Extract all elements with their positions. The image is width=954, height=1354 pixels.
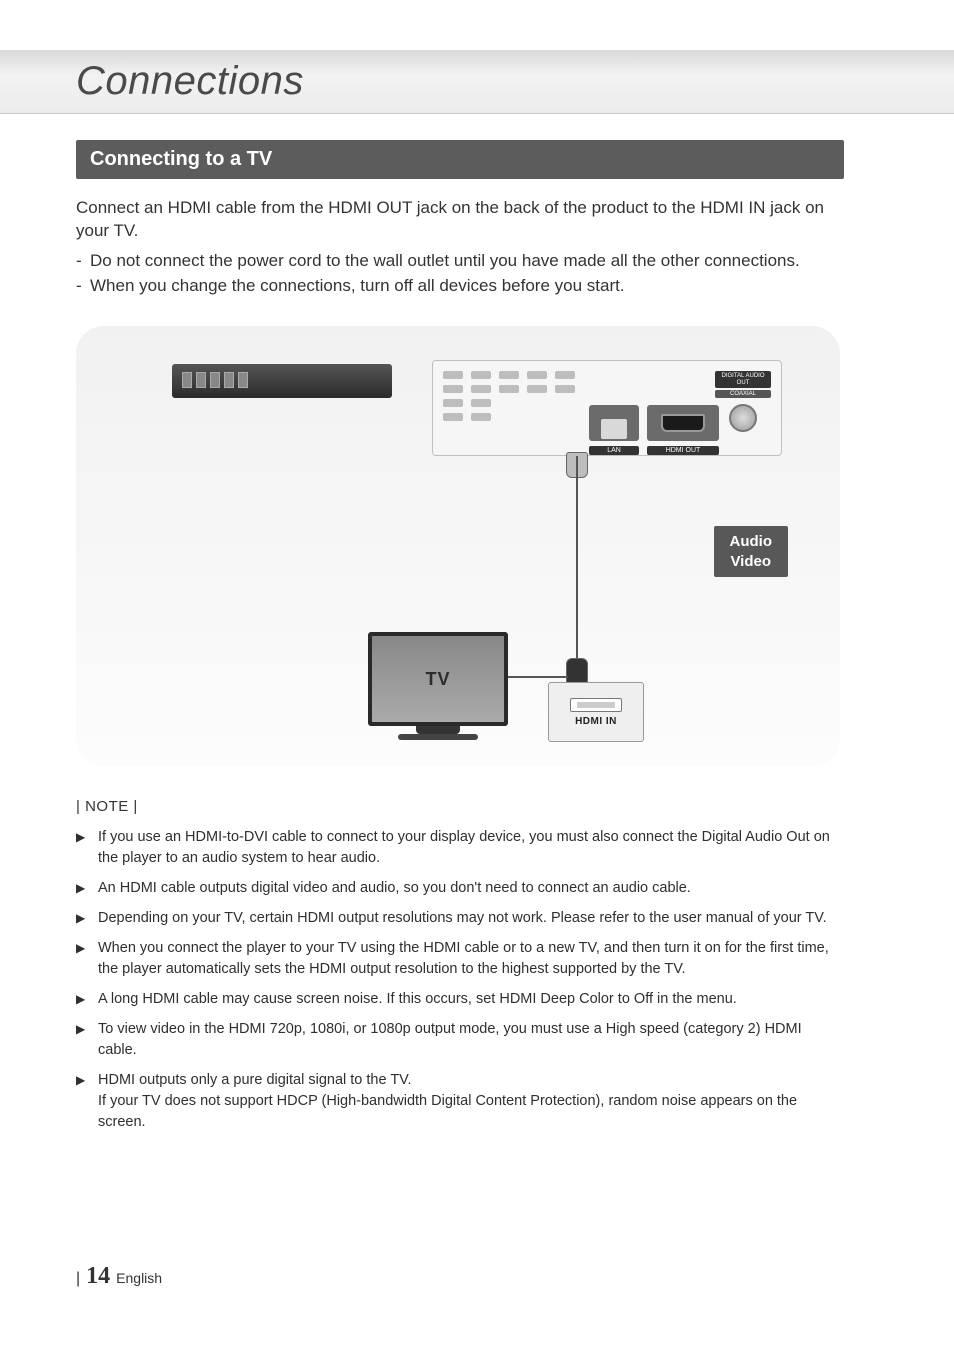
dash-bullet: - xyxy=(76,249,90,274)
arrow-icon: ▶ xyxy=(76,989,88,1010)
list-item: - Do not connect the power cord to the w… xyxy=(76,249,844,274)
digital-audio-label: DIGITAL AUDIO OUT xyxy=(715,371,771,388)
hdmi-out-port: HDMI OUT xyxy=(647,405,719,441)
note-item: ▶Depending on your TV, certain HDMI outp… xyxy=(76,908,844,929)
page-number: 14 xyxy=(86,1263,110,1290)
hdmi-in-label: HDMI IN xyxy=(575,716,617,727)
section-title-bar: Connecting to a TV xyxy=(76,140,844,179)
hdmi-plug-bottom xyxy=(566,658,588,684)
back-panel: LAN HDMI OUT DIGITAL AUDIO OUT COAXIAL xyxy=(432,360,782,456)
note-block: | NOTE | ▶If you use an HDMI-to-DVI cabl… xyxy=(76,798,844,1133)
arrow-icon: ▶ xyxy=(76,827,88,869)
footer-bar: | xyxy=(76,1270,80,1288)
lan-label: LAN xyxy=(589,446,639,455)
note-item: ▶If you use an HDMI-to-DVI cable to conn… xyxy=(76,827,844,869)
arrow-icon: ▶ xyxy=(76,1019,88,1061)
tv-device: TV xyxy=(368,632,508,726)
arrow-icon: ▶ xyxy=(76,1070,88,1133)
note-item: ▶HDMI outputs only a pure digital signal… xyxy=(76,1070,844,1133)
connection-diagram: LAN HDMI OUT DIGITAL AUDIO OUT COAXIAL A… xyxy=(76,326,840,766)
note-item: ▶When you connect the player to your TV … xyxy=(76,938,844,980)
arrow-icon: ▶ xyxy=(76,938,88,980)
footer-language: English xyxy=(116,1270,162,1286)
badge-line1: Audio xyxy=(730,532,773,552)
tv-cable-link xyxy=(508,676,568,678)
note-heading: | NOTE | xyxy=(76,798,844,815)
note-item: ▶To view video in the HDMI 720p, 1080i, … xyxy=(76,1019,844,1061)
note-item: ▶A long HDMI cable may cause screen nois… xyxy=(76,989,844,1010)
hdmi-in-slot xyxy=(570,698,622,712)
list-text: Do not connect the power cord to the wal… xyxy=(90,249,844,274)
lan-port: LAN xyxy=(589,405,639,441)
intro-paragraph: Connect an HDMI cable from the HDMI OUT … xyxy=(76,197,844,243)
note-list: ▶If you use an HDMI-to-DVI cable to conn… xyxy=(76,827,844,1133)
chapter-title: Connections xyxy=(76,59,304,104)
audio-video-badge: Audio Video xyxy=(714,526,789,577)
arrow-icon: ▶ xyxy=(76,878,88,899)
tv-stand xyxy=(416,726,460,734)
digital-audio-out: DIGITAL AUDIO OUT COAXIAL xyxy=(715,371,771,432)
dash-bullet: - xyxy=(76,274,90,299)
coaxial-jack xyxy=(729,404,757,432)
tv-label: TV xyxy=(425,669,450,690)
precaution-list: - Do not connect the power cord to the w… xyxy=(76,249,844,298)
coaxial-label: COAXIAL xyxy=(715,390,771,398)
list-item: - When you change the connections, turn … xyxy=(76,274,844,299)
list-text: When you change the connections, turn of… xyxy=(90,274,844,299)
hdmi-cable xyxy=(576,456,578,676)
hdmi-in-port: HDMI IN xyxy=(548,682,644,742)
arrow-icon: ▶ xyxy=(76,908,88,929)
badge-line2: Video xyxy=(730,552,773,572)
note-item: ▶An HDMI cable outputs digital video and… xyxy=(76,878,844,899)
chapter-header: Connections xyxy=(0,50,954,114)
hdmi-out-label: HDMI OUT xyxy=(647,446,719,455)
page-footer: | 14 English xyxy=(76,1263,162,1290)
player-device xyxy=(172,364,392,398)
